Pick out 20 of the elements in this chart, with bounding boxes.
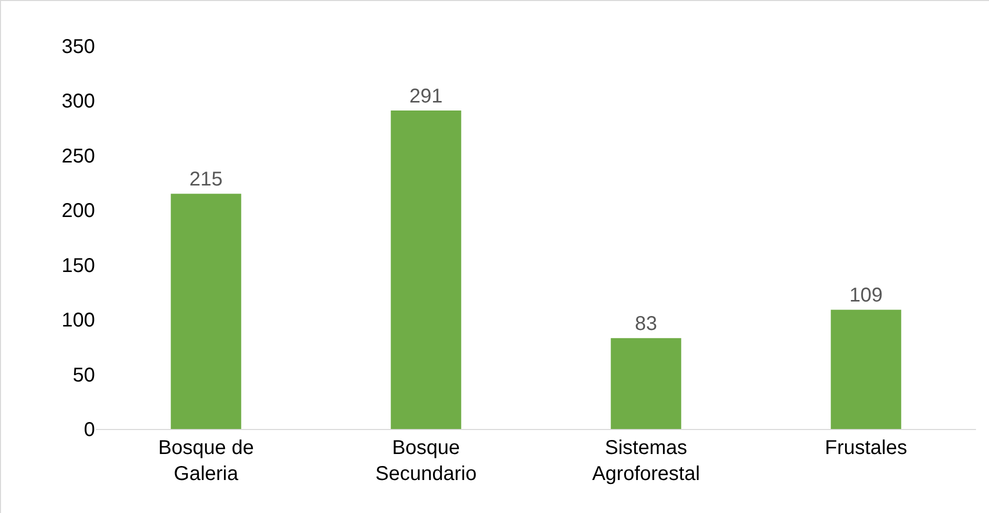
y-tick-label: 0 xyxy=(84,419,95,441)
x-tick-label: Bosque de Galeria xyxy=(158,437,254,485)
y-tick-label: 100 xyxy=(62,310,95,332)
bar xyxy=(170,194,242,429)
data-label: 109 xyxy=(849,284,883,307)
x-tick-label: Sistemas Agroforestal xyxy=(592,437,700,485)
y-tick-label: 350 xyxy=(62,36,95,58)
x-tick-label: Frustales xyxy=(824,437,908,459)
data-label: 83 xyxy=(634,313,658,336)
bar xyxy=(830,310,902,429)
bar xyxy=(610,338,682,429)
y-tick-label: 250 xyxy=(62,145,95,168)
y-tick-label: 50 xyxy=(72,364,95,386)
data-label: 291 xyxy=(409,86,443,108)
y-tick-label: 150 xyxy=(62,254,95,277)
data-label: 215 xyxy=(189,168,223,191)
y-tick-label: 200 xyxy=(62,200,95,222)
x-tick-label: Bosque Secundario xyxy=(375,437,477,485)
bar xyxy=(390,110,462,429)
y-tick-label: 300 xyxy=(62,90,95,113)
